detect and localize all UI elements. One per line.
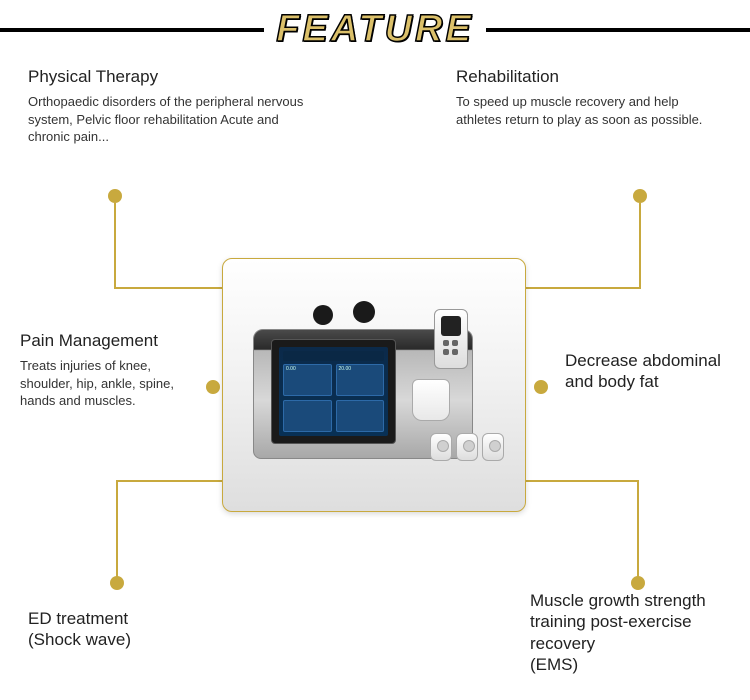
connector-dot [110, 576, 124, 590]
header-rule-left [0, 28, 264, 32]
connector-line [525, 287, 641, 289]
feature-ems: Muscle growth strength training post-exe… [530, 590, 730, 681]
feature-decrease-fat: Decrease abdominal and body fat [565, 350, 730, 399]
feature-rehabilitation: Rehabilitation To speed up muscle recove… [456, 66, 721, 128]
device-screen-bezel: 0.00 20.00 [271, 339, 396, 444]
connector-line [116, 480, 224, 482]
feature-desc: Treats injuries of knee, shoulder, hip, … [20, 357, 205, 410]
connector-dot [534, 380, 548, 394]
electrode-pads [430, 433, 504, 461]
connector-line [114, 287, 224, 289]
feature-physical-therapy: Physical Therapy Orthopaedic disorders o… [28, 66, 308, 146]
applicator-cup [412, 379, 450, 421]
feature-title: Rehabilitation [456, 66, 721, 87]
feature-title: Decrease abdominal and body fat [565, 350, 730, 393]
connector-line [639, 203, 641, 288]
connector-dot [631, 576, 645, 590]
feature-title: ED treatment (Shock wave) [28, 608, 248, 651]
connector-line [116, 480, 118, 578]
product-image: 0.00 20.00 [222, 258, 526, 512]
connector-line [525, 480, 639, 482]
probe-icon [353, 301, 375, 323]
device-illustration: 0.00 20.00 [253, 299, 498, 479]
connector-line [114, 203, 116, 288]
handpiece [434, 309, 468, 369]
connector-dot [633, 189, 647, 203]
device-screen: 0.00 20.00 [279, 347, 388, 436]
feature-desc: To speed up muscle recovery and help ath… [456, 93, 721, 128]
feature-title: Physical Therapy [28, 66, 308, 87]
connector-dot [206, 380, 220, 394]
connector-dot [108, 189, 122, 203]
feature-title: Muscle growth strength training post-exe… [530, 590, 730, 675]
feature-title: Pain Management [20, 330, 205, 351]
connector-line [637, 480, 639, 578]
header-rule-right [486, 28, 750, 32]
feature-pain-management: Pain Management Treats injuries of knee,… [20, 330, 205, 410]
feature-desc: Orthopaedic disorders of the peripheral … [28, 93, 308, 146]
page-title: FEATURE [276, 8, 474, 51]
probe-icon [313, 305, 333, 325]
feature-ed-treatment: ED treatment (Shock wave) [28, 608, 248, 657]
header: FEATURE [0, 0, 750, 51]
